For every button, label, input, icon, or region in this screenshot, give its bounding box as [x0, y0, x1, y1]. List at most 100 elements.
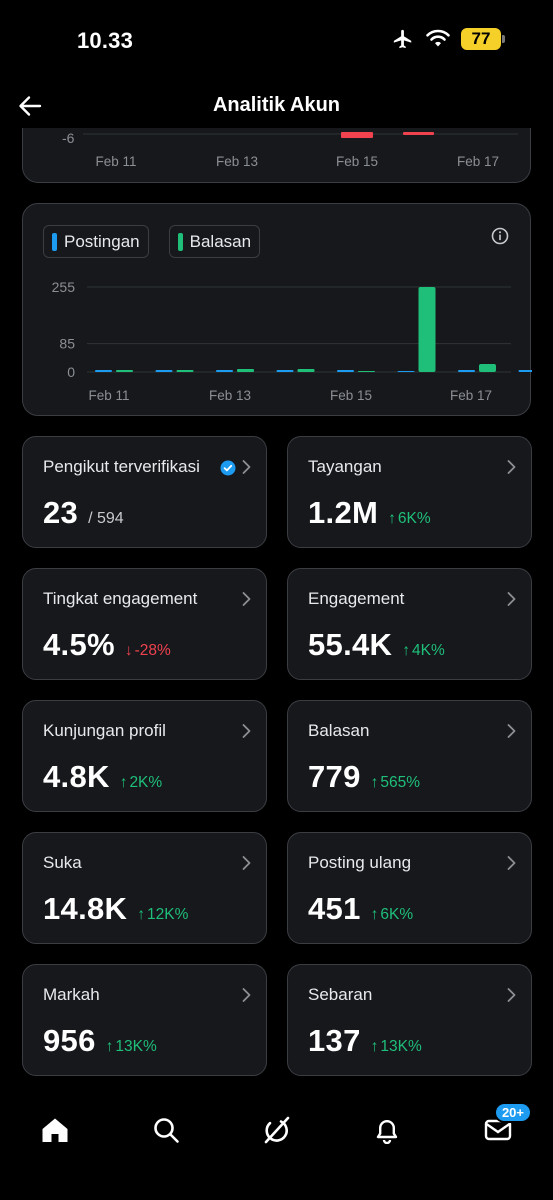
arrow-down-icon: ↓ [124, 642, 133, 659]
arrow-up-icon: ↑ [388, 510, 396, 527]
bar-balasan[interactable] [358, 371, 375, 372]
chevron-right-icon [242, 460, 251, 474]
stat-delta: ↑ 13K% [106, 1038, 157, 1056]
bar-postingan[interactable] [397, 371, 415, 372]
bar-balasan[interactable] [418, 287, 436, 372]
bar-postingan[interactable] [458, 370, 475, 372]
stat-label: Tayangan [308, 457, 382, 476]
posts-replies-chart: 255 85 0 Feb 11 Feb 13 Feb 15 Feb 17 [52, 279, 533, 403]
bar-balasan[interactable] [237, 369, 254, 372]
stat-card[interactable]: Posting ulang 451 ↑ 6K% [287, 832, 532, 944]
battery-icon: 77 [461, 28, 505, 50]
search-icon [154, 1118, 179, 1143]
header: Analitik Akun [0, 84, 553, 128]
stat-card[interactable]: Kunjungan profil 4.8K ↑ 2K% [22, 700, 267, 812]
stat-delta-value: 2K% [129, 774, 163, 791]
tab-search[interactable] [146, 1110, 186, 1150]
arrow-up-icon: ↑ [105, 1038, 114, 1055]
stat-value-row: 14.8K ↑ 12K% [43, 891, 188, 927]
stat-value: 55.4K [308, 627, 393, 662]
x-tick-label: Feb 17 [457, 154, 499, 169]
chevron-right-icon [507, 724, 516, 738]
info-icon[interactable] [490, 226, 510, 246]
bar-balasan[interactable] [297, 369, 315, 372]
stat-card[interactable]: Balasan 779 ↑ 565% [287, 700, 532, 812]
arrow-up-icon: ↑ [370, 1038, 379, 1055]
stat-delta: ↑ 6K% [388, 510, 431, 528]
stat-delta: ↑ 13K% [371, 1038, 422, 1056]
stat-delta: ↑ 4K% [402, 642, 445, 660]
stat-value-row: 55.4K ↑ 4K% [308, 627, 445, 663]
chevron-right-icon [242, 988, 251, 1002]
x-tick-label: Feb 15 [330, 388, 372, 403]
tab-messages[interactable]: 20+ [478, 1102, 532, 1150]
status-bar: 10.33 77 [0, 0, 553, 80]
home-icon [42, 1118, 68, 1142]
bar-postingan[interactable] [337, 370, 354, 372]
stat-delta: ↑ 12K% [137, 906, 188, 924]
arrow-up-icon: ↑ [402, 642, 410, 659]
bar-balasan[interactable] [176, 370, 194, 372]
stat-card[interactable]: Pengikut terverifikasi 23 / 594 [22, 436, 267, 548]
stat-label: Engagement [308, 589, 405, 608]
stat-delta-value: 12K% [146, 906, 189, 923]
stat-delta: ↑ 6K% [371, 906, 414, 924]
tab-notifications[interactable] [367, 1110, 407, 1150]
verified-icon [220, 460, 236, 476]
bar-balasan[interactable] [479, 364, 496, 372]
tab-home[interactable] [35, 1110, 75, 1150]
stat-card[interactable]: Tingkat engagement 4.5% ↓ -28% [22, 568, 267, 680]
chevron-right-icon [242, 592, 251, 606]
back-arrow-icon [19, 96, 42, 116]
bar-negative [341, 132, 373, 138]
bar-postingan[interactable] [155, 370, 173, 372]
stat-value: 956 [43, 1023, 96, 1058]
bar-postingan[interactable] [276, 370, 294, 372]
stat-label: Tingkat engagement [43, 589, 198, 608]
stat-label: Pengikut terverifikasi [43, 457, 200, 476]
stat-label: Sebaran [308, 985, 373, 1004]
stat-delta-value: 4K% [411, 642, 445, 659]
stat-value: 4.5% [43, 627, 115, 662]
stat-value: 4.8K [43, 759, 110, 794]
stat-card[interactable]: Engagement 55.4K ↑ 4K% [287, 568, 532, 680]
legend-item-balasan[interactable]: Balasan [168, 225, 261, 258]
impressions-chart: -6 Feb 11 Feb 13 Feb 15 Feb 17 [62, 130, 518, 169]
stat-card[interactable]: Markah 956 ↑ 13K% [22, 964, 267, 1076]
stat-total: / 594 [88, 510, 124, 527]
back-button[interactable] [14, 90, 46, 122]
legend-swatch-green [177, 232, 183, 251]
arrow-up-icon: ↑ [370, 774, 379, 791]
stat-value: 14.8K [43, 891, 128, 926]
stat-value: 451 [308, 891, 361, 926]
legend-item-postingan[interactable]: Postingan [43, 225, 149, 258]
stat-value: 1.2M [308, 495, 379, 530]
wifi-icon [426, 29, 450, 47]
impressions-chart-card: -6 Feb 11 Feb 13 Feb 15 Feb 17 [22, 128, 531, 183]
bar-postingan[interactable] [95, 370, 112, 372]
grok-icon [264, 1116, 290, 1144]
arrow-up-icon: ↑ [370, 906, 379, 923]
stat-label: Posting ulang [308, 853, 412, 872]
stat-value: 23 [43, 495, 79, 530]
stat-delta-value: 6K% [397, 510, 431, 527]
stat-value-row: 4.5% ↓ -28% [43, 627, 171, 663]
stat-card[interactable]: Suka 14.8K ↑ 12K% [22, 832, 267, 944]
x-tick-label: Feb 15 [336, 154, 378, 169]
bar-balasan[interactable] [116, 370, 133, 372]
bar-postingan[interactable] [518, 370, 533, 372]
stat-delta-value: 6K% [380, 906, 414, 923]
stat-delta-value: -28% [134, 642, 171, 659]
y-tick-label: 85 [59, 336, 75, 352]
stat-value-row: 1.2M ↑ 6K% [308, 495, 431, 531]
stat-card[interactable]: Tayangan 1.2M ↑ 6K% [287, 436, 532, 548]
stat-value: 137 [308, 1023, 361, 1058]
y-tick-label: -6 [62, 130, 75, 146]
stat-label: Markah [43, 985, 100, 1004]
bar-postingan[interactable] [216, 370, 233, 372]
stat-card[interactable]: Sebaran 137 ↑ 13K% [287, 964, 532, 1076]
chevron-right-icon [507, 460, 516, 474]
tab-grok[interactable] [256, 1110, 296, 1150]
x-tick-label: Feb 13 [209, 388, 251, 403]
chevron-right-icon [507, 856, 516, 870]
